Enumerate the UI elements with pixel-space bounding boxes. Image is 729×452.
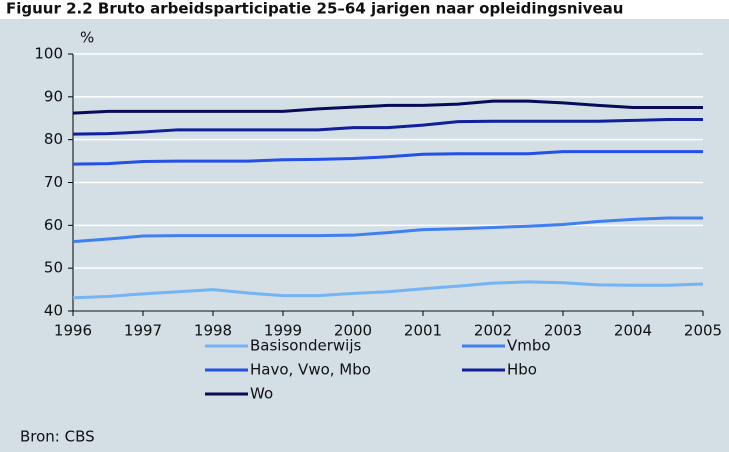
legend-label: Havo, Vwo, Mbo (250, 361, 371, 379)
x-tick-label: 2002 (474, 322, 512, 340)
chart-title: Figuur 2.2 Bruto arbeidsparticipatie 25–… (6, 0, 623, 18)
legend-label: Hbo (507, 361, 537, 379)
x-tick-label: 1996 (54, 322, 92, 340)
x-tick-label: 2004 (614, 322, 652, 340)
series-line (72, 280, 704, 300)
legend-label: Basisonderwijs (250, 337, 361, 355)
x-tick-label: 2001 (404, 322, 442, 340)
x-tick-label: 1997 (124, 322, 162, 340)
x-tick-label: 2003 (544, 322, 582, 340)
y-tick-label: 50 (44, 259, 63, 277)
x-tick-label: 1998 (194, 322, 232, 340)
x-tick-label: 2005 (684, 322, 722, 340)
y-tick-label: 60 (44, 216, 63, 234)
y-tick-label: 70 (44, 173, 63, 191)
y-tick-label: 100 (34, 45, 63, 63)
y-axis-label: % (80, 29, 94, 47)
x-tick-label: 2000 (334, 322, 372, 340)
y-tick-label: 80 (44, 130, 63, 148)
series-line (72, 99, 703, 115)
y-tick-label: 90 (44, 87, 63, 105)
legend-label: Wo (250, 385, 273, 403)
y-tick-label: 40 (44, 302, 63, 320)
series-line (72, 118, 703, 136)
x-tick-label: 1999 (264, 322, 302, 340)
source: Bron: CBS (20, 428, 95, 446)
series-line (72, 150, 703, 166)
legend-label: Vmbo (507, 337, 551, 355)
series-line (72, 216, 703, 244)
